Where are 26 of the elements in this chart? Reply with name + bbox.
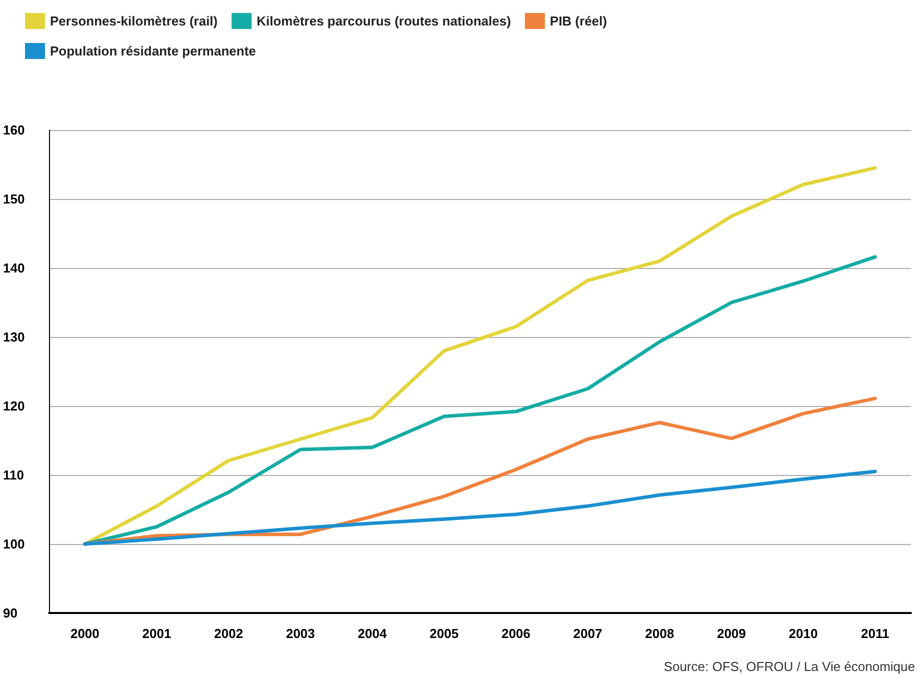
legend-label: PIB (réel) — [550, 14, 607, 28]
legend-label: Population résidante permanente — [50, 44, 256, 58]
line-series — [83, 470, 877, 546]
x-tick-label: 2006 — [501, 626, 530, 641]
x-tick-label: 2000 — [70, 626, 100, 641]
y-tick-label: 160 — [3, 122, 25, 138]
x-tick-label: 2010 — [788, 626, 818, 641]
y-tick-label: 100 — [3, 536, 25, 552]
x-tick-label: 2002 — [214, 626, 244, 641]
x-tick-label: 2003 — [286, 626, 315, 641]
x-tick-label: 2009 — [716, 626, 746, 641]
x-tick-label: 2011 — [860, 626, 890, 641]
y-tick-label: 90 — [3, 606, 18, 620]
x-tick-label: 2004 — [358, 626, 388, 641]
legend-label: Kilomètres parcourus (routes nationales) — [256, 14, 511, 28]
y-tick-label: 110 — [3, 468, 24, 482]
y-tick-label: 140 — [3, 260, 25, 276]
x-tick-label: 2007 — [573, 626, 602, 641]
x-tick-label: 2005 — [430, 626, 459, 641]
y-tick-label: 150 — [3, 192, 25, 206]
source-note: Source: OFS, OFROU / La Vie économique — [664, 659, 915, 674]
y-tick-label: 130 — [3, 330, 25, 344]
x-tick-label: 2001 — [142, 626, 172, 641]
legend-label: Personnes-kilomètres (rail) — [50, 14, 218, 28]
y-tick-label: 120 — [3, 398, 25, 414]
x-tick-label: 2008 — [645, 626, 674, 641]
